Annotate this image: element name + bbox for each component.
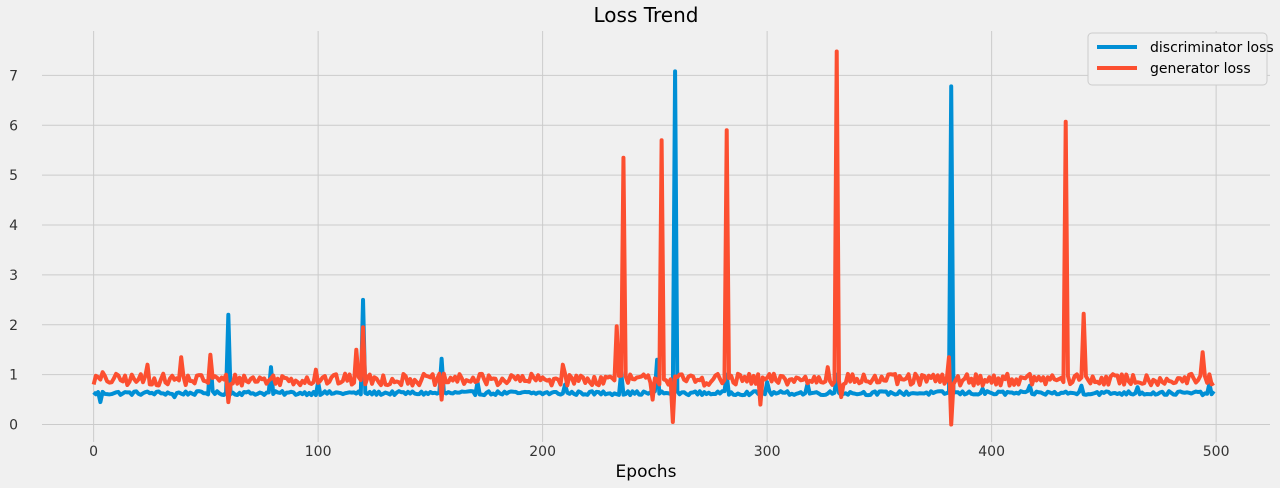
x-tick-label: 300: [754, 444, 781, 460]
x-tick-label: 0: [89, 444, 98, 460]
y-tick-label: 2: [9, 318, 18, 334]
y-tick-label: 5: [9, 168, 18, 184]
tick-labels: 0 100 200 300 400 500 0 1 2 3 4 5 6 7: [9, 68, 1229, 460]
y-tick-label: 1: [9, 368, 18, 384]
chart-title: Loss Trend: [594, 3, 699, 27]
y-tick-label: 4: [9, 218, 18, 234]
legend: discriminator loss generator loss: [1087, 32, 1274, 86]
series-lines: [91, 49, 1216, 427]
y-tick-label: 3: [9, 268, 18, 284]
legend-label-generator: generator loss: [1150, 61, 1251, 77]
y-tick-label: 6: [9, 118, 18, 134]
x-tick-label: 500: [1203, 444, 1230, 460]
y-tick-label: 0: [9, 418, 18, 434]
series-line-generator: [91, 49, 1215, 427]
x-tick-label: 100: [305, 444, 332, 460]
y-tick-label: 7: [9, 68, 18, 84]
legend-label-discriminator: discriminator loss: [1150, 40, 1274, 56]
x-tick-label: 400: [978, 444, 1005, 460]
x-tick-label: 200: [529, 444, 556, 460]
x-axis-label: Epochs: [616, 462, 677, 482]
